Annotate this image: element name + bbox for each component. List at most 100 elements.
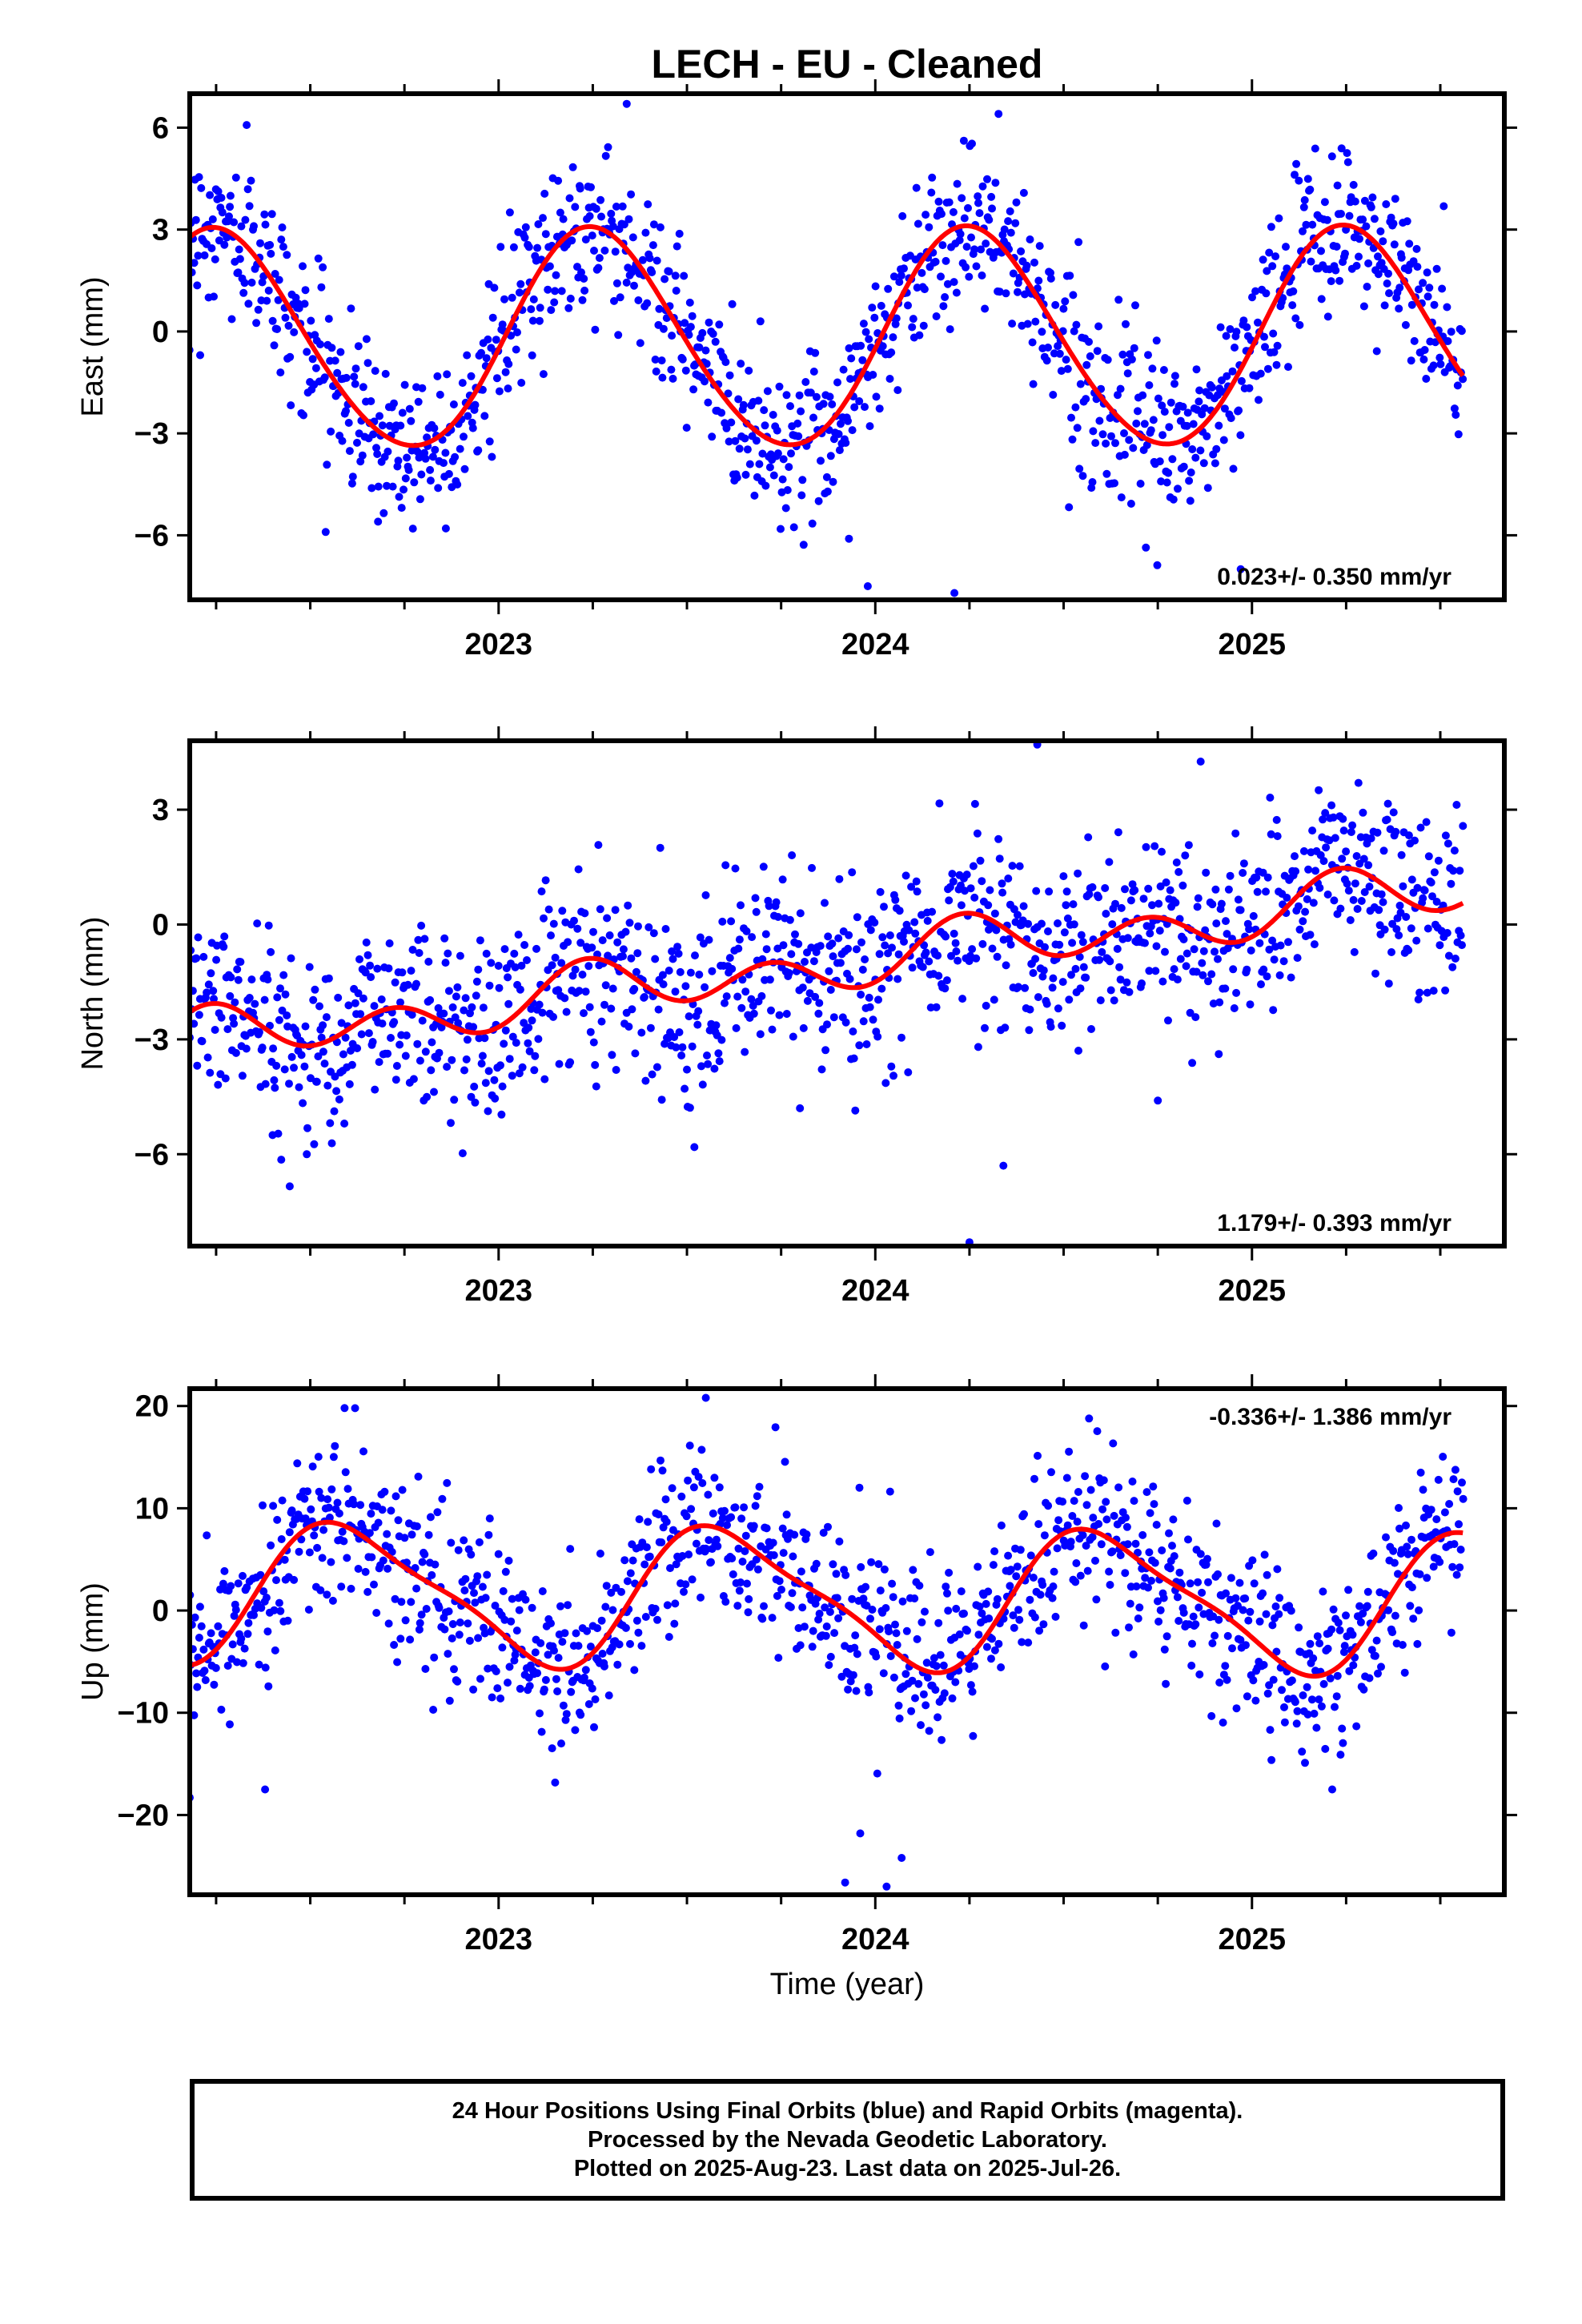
data-point [593,1624,602,1633]
data-point [1236,431,1245,440]
data-point [231,1606,240,1614]
data-point [875,1625,884,1634]
data-point [794,432,803,440]
data-point [1267,223,1275,231]
data-point [1035,1626,1044,1635]
data-point [344,419,353,427]
data-point [230,1019,239,1028]
data-point [657,356,666,365]
data-point [423,1092,432,1101]
data-point [1327,152,1336,161]
data-point [1212,919,1221,928]
data-point [1295,176,1303,185]
data-point [1065,1447,1074,1456]
data-point [1407,924,1415,933]
data-point [536,1638,545,1647]
data-point [453,480,462,489]
data-point [1402,913,1411,921]
data-point [264,1682,273,1691]
data-point [1374,252,1382,261]
data-point [668,1484,677,1493]
data-point [877,301,885,310]
data-point [892,1629,901,1638]
data-point [1384,1606,1393,1614]
data-point [461,994,470,1003]
data-point [1263,1570,1271,1579]
data-point [242,1044,251,1053]
data-point [573,924,582,933]
data-point [1021,983,1030,992]
data-point [648,268,656,276]
data-point [354,1565,363,1573]
data-point [260,995,269,1004]
data-point [493,1684,502,1693]
data-point [1292,1719,1301,1728]
data-point [480,412,489,420]
data-point [240,279,249,287]
data-point [796,1641,805,1650]
data-point [1019,902,1028,911]
data-point [741,434,749,443]
data-point [892,314,901,323]
data-point [1306,1639,1315,1648]
data-point [483,1570,492,1579]
data-point [1203,484,1212,493]
data-point [1153,561,1162,569]
data-point [468,1003,476,1011]
data-point [1172,858,1181,866]
data-point [1319,1587,1327,1596]
data-point [1241,1594,1250,1602]
data-point [769,1538,777,1547]
data-point [567,1687,576,1696]
data-point [857,938,865,947]
data-point [889,272,898,281]
data-point [1299,227,1307,235]
data-point [624,215,633,223]
data-point [418,1558,427,1566]
data-point [536,304,544,312]
data-point [999,1161,1008,1170]
data-point [845,975,854,983]
data-point [1451,1466,1460,1474]
data-point [834,430,843,438]
data-point [299,262,307,271]
data-point [226,191,235,200]
data-point [1440,1508,1449,1517]
data-point [811,992,820,1001]
data-point [778,1524,787,1533]
data-point [797,491,806,500]
data-point [1162,1679,1170,1688]
data-point [1065,503,1074,512]
data-point [383,1049,392,1058]
data-point [1260,332,1268,341]
y-tick-label: 3 [152,214,169,247]
data-point [870,313,879,322]
data-point [1217,899,1226,908]
data-point [972,954,981,963]
data-point [1377,890,1386,899]
data-point [728,964,737,973]
data-point [1111,439,1119,448]
data-point [1444,951,1453,960]
data-point [727,1513,736,1522]
data-point [464,412,472,420]
data-point [211,1026,219,1034]
data-point [351,999,359,1007]
data-point [911,1694,919,1703]
data-point [902,1626,911,1635]
data-point [337,1019,346,1027]
data-point [1425,283,1434,292]
data-point [1158,1546,1166,1554]
data-point [270,341,279,350]
data-point [1186,497,1195,505]
data-point [564,1601,572,1610]
data-point [1111,899,1119,908]
data-point [932,1003,941,1011]
data-point [1139,895,1148,903]
data-point [227,315,236,324]
data-point [1148,364,1157,373]
data-point [523,956,531,964]
data-point [581,1666,590,1675]
data-point [841,439,850,447]
data-point [1360,196,1369,205]
